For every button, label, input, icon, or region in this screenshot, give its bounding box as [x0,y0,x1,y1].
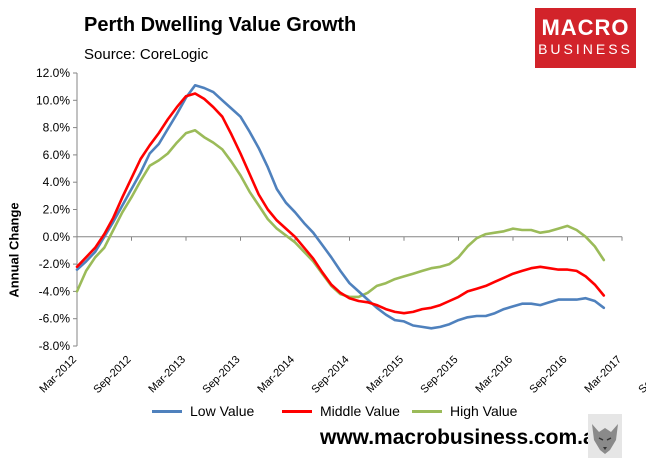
legend-item-middle: Middle Value [282,403,400,419]
y-tick-label: -2.0% [39,257,71,271]
y-tick-label: 4.0% [43,175,71,189]
chart-title: Perth Dwelling Value Growth [84,14,357,36]
x-tick-label: Sep-2014 [309,354,351,396]
y-tick-label: 8.0% [43,121,71,135]
y-tick-label: 10.0% [36,93,70,107]
logo-line-1: MACRO [541,15,630,40]
x-tick-label: Mar-2016 [473,354,515,396]
wolf-emblem-icon [588,414,622,458]
y-tick-label: -4.0% [39,284,71,298]
legend-item-low: Low Value [152,403,254,419]
x-tick-label: Mar-2014 [255,354,297,396]
x-tick-label: Sep-2013 [200,354,242,396]
x-tick-label: Sep-2012 [91,354,133,396]
legend-swatch-middle [282,409,312,413]
x-tick-label: Sep-2017 [636,354,646,396]
x-tick-label: Mar-2017 [582,354,624,396]
legend-label-middle: Middle Value [320,403,400,419]
series-line-middle-value [75,92,606,315]
y-tick-label: 0.0% [43,230,71,244]
legend-label-high: High Value [450,403,518,419]
x-tick-label: Mar-2012 [37,354,79,396]
logo-line-2: BUSINESS [538,41,633,57]
x-tick-label: Mar-2013 [146,354,188,396]
y-tick-label: -8.0% [39,339,71,353]
legend-item-high: High Value [412,403,517,419]
y-tick-label: -6.0% [39,312,71,326]
x-tick-label: Sep-2015 [418,354,460,396]
x-tick-label: Sep-2016 [527,354,569,396]
y-tick-label: 6.0% [43,148,71,162]
y-tick-label: 2.0% [43,203,71,217]
x-tick-label: Mar-2015 [364,354,406,396]
legend-swatch-low [152,409,182,413]
chart-source: Source: CoreLogic [84,46,209,63]
series-line-low-value [75,84,606,330]
y-tick-label: 12.0% [36,66,70,80]
macrobusiness-logo: MACRO BUSINESS [535,8,636,68]
legend-swatch-high [412,409,442,413]
legend-label-low: Low Value [190,403,255,419]
website-url: www.macrobusiness.com.au [320,426,608,449]
